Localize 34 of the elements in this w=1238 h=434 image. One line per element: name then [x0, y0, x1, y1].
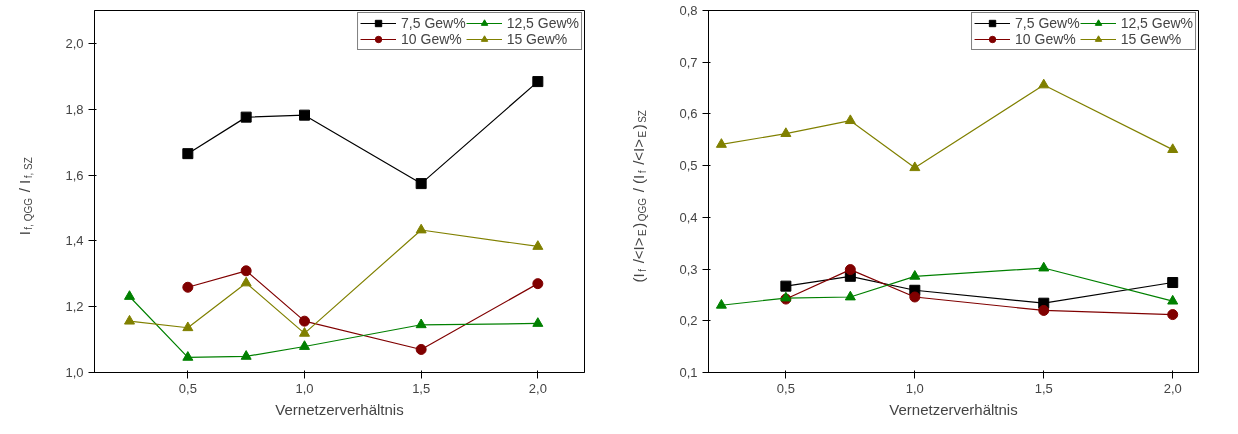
x-tick-label: 1,5	[412, 380, 431, 396]
x-tick-label: 2,0	[1163, 380, 1182, 396]
y-tick-label: 0,5	[679, 158, 698, 174]
x-tick-label: 1,0	[295, 380, 314, 396]
y-axis-title: If, QGG / If, SZ	[16, 157, 34, 236]
x-axis-title: Vernetzerverhältnis	[275, 400, 404, 418]
legend-label: 15 Gew%	[506, 31, 568, 47]
x-tick-label: 1,0	[905, 380, 924, 396]
legend-label: 7,5 Gew%	[1015, 15, 1080, 31]
legend-label: 10 Gew%	[401, 31, 462, 47]
y-tick-label: 1,4	[65, 233, 84, 249]
y-tick-label: 1,8	[65, 101, 84, 117]
y-tick-label: 1,2	[65, 299, 84, 315]
legend-label: 12,5 Gew%	[1120, 15, 1193, 31]
y-tick-label: 0,3	[679, 261, 698, 277]
legend-label: 15 Gew%	[1120, 31, 1182, 47]
y-tick-label: 1,6	[65, 167, 84, 183]
x-tick-label: 1,5	[1034, 380, 1053, 396]
y-tick-label: 0,1	[679, 365, 698, 380]
legend-label: 12,5 Gew%	[506, 15, 579, 31]
text: (If /<I>E)QGG / (If /<I>E)SZ	[630, 110, 648, 283]
y-tick-label: 0,8	[679, 3, 698, 18]
y-tick-label: 0,7	[679, 54, 698, 70]
legend-label: 10 Gew%	[1015, 31, 1076, 47]
y-tick-label: 1,0	[65, 365, 84, 380]
x-tick-label: 0,5	[178, 380, 197, 396]
y-tick-label: 2,0	[65, 35, 84, 51]
y-tick-label: 0,4	[679, 209, 698, 225]
legend-label: 7,5 Gew%	[401, 15, 466, 31]
x-axis-title: Vernetzerverhältnis	[889, 400, 1018, 418]
x-tick-label: 2,0	[528, 380, 547, 396]
y-tick-label: 0,2	[679, 313, 698, 329]
x-tick-label: 0,5	[776, 380, 795, 396]
y-tick-label: 0,6	[679, 106, 698, 122]
